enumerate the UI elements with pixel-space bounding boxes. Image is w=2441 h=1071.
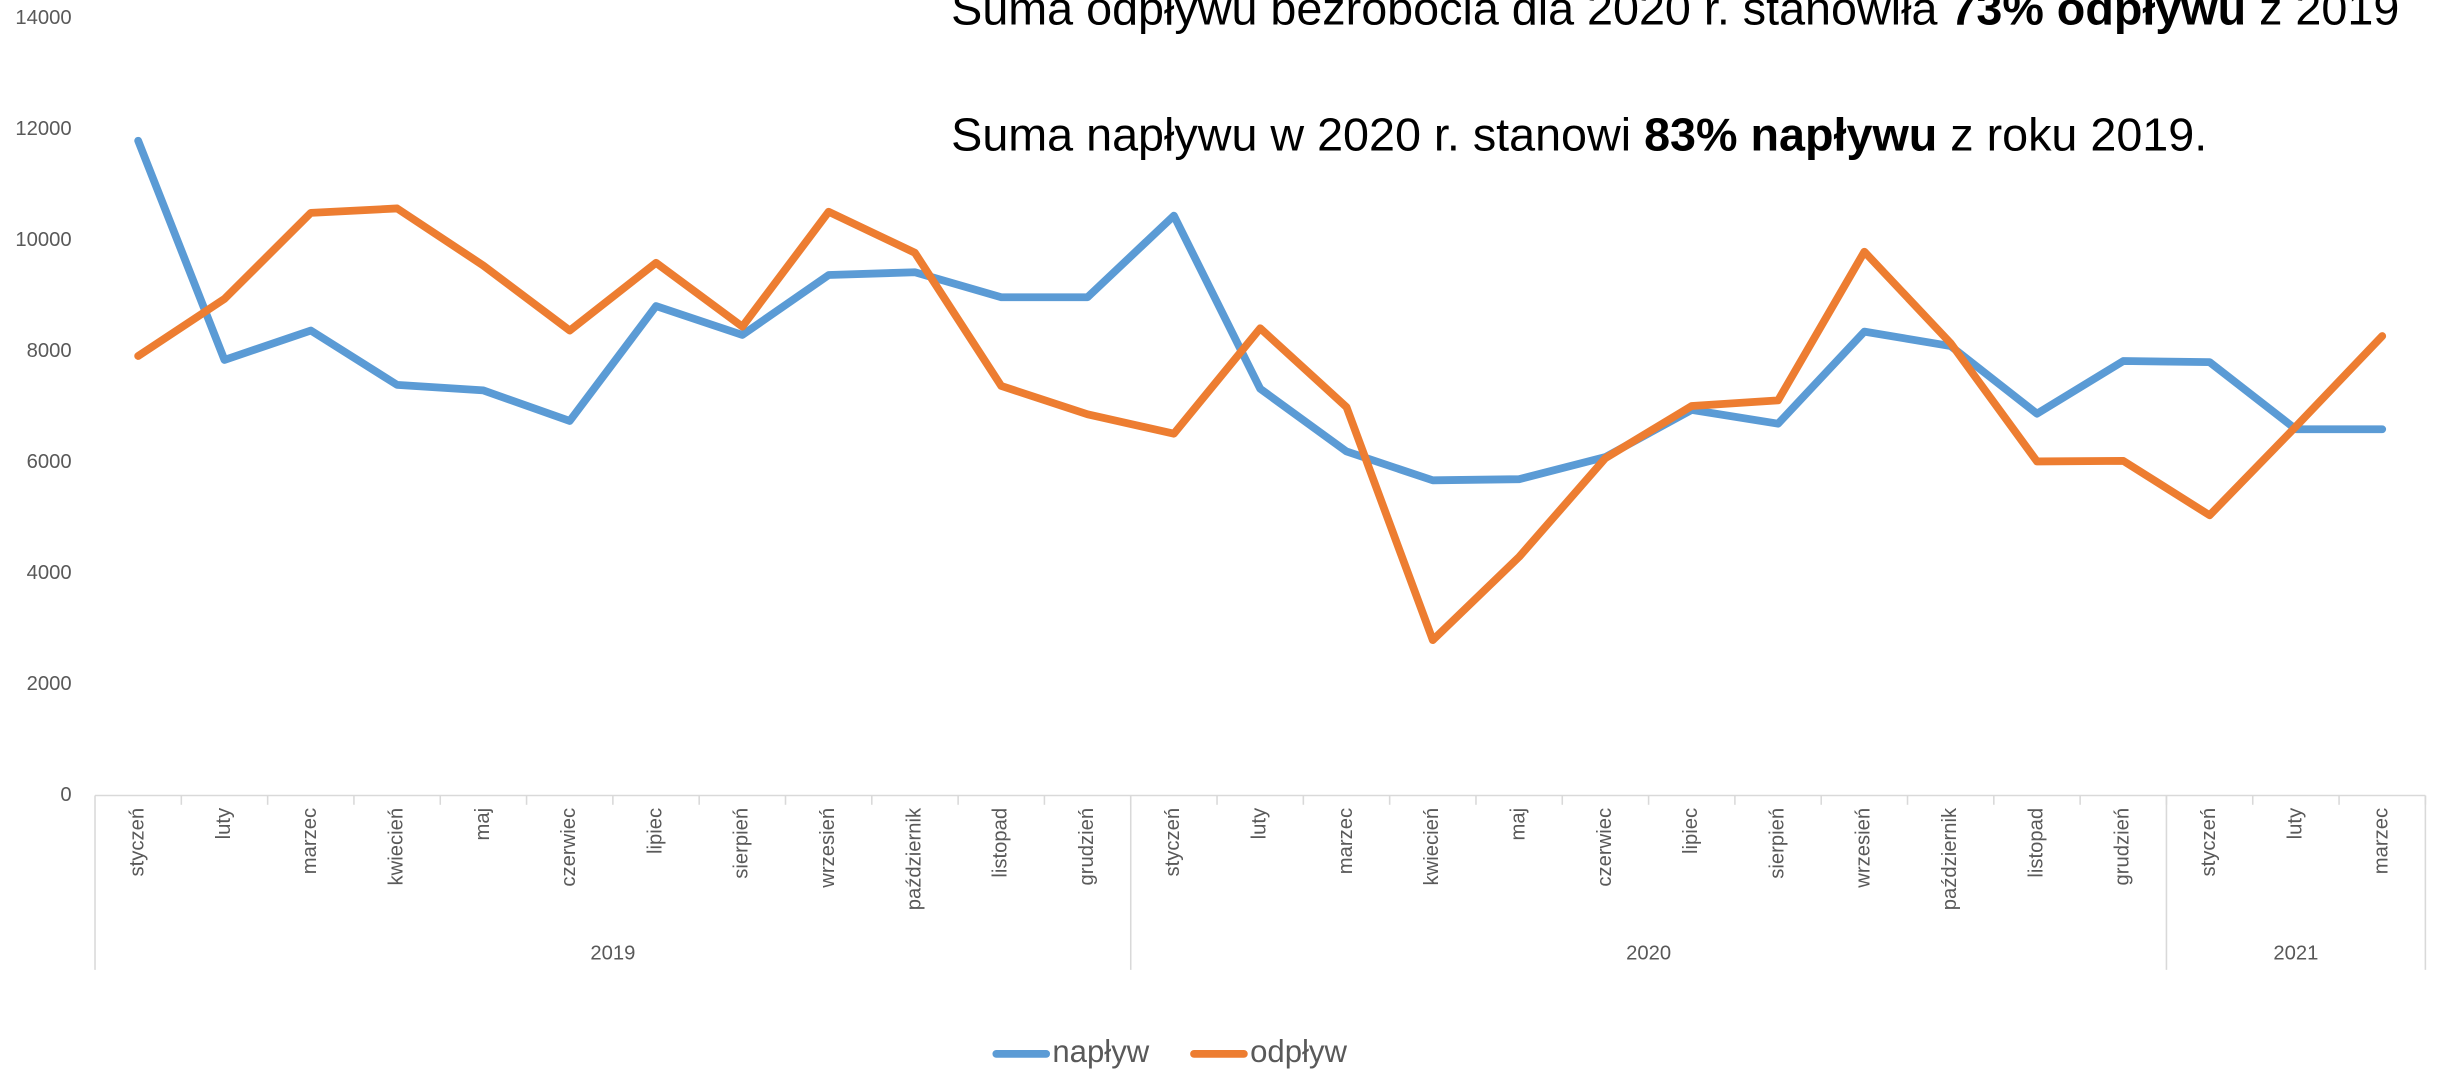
group-label: 2020	[1626, 943, 1671, 965]
x-tick-label: marzec	[1335, 808, 1357, 874]
x-tick-label: maj	[1507, 808, 1529, 841]
x-tick-label: kwiecień	[1421, 808, 1443, 886]
x-tick-label: październik	[903, 807, 925, 910]
group-label: 2021	[2273, 943, 2318, 965]
series-line	[134, 204, 2387, 645]
x-tick-label: grudzień	[2112, 808, 2134, 886]
y-tick-label: 0	[60, 784, 71, 806]
x-tick-label: marzec	[2371, 808, 2393, 874]
x-tick-label: kwiecień	[385, 808, 407, 886]
x-tick-label: lipiec	[1680, 808, 1702, 854]
annotation: Suma napływu w 2020 r. stanowi 83% napły…	[951, 109, 2207, 161]
y-tick-label: 2000	[27, 673, 72, 695]
group-label: 2019	[590, 943, 635, 965]
annotation-part: Suma odpływu bezrobocia dla 2020 r. stan…	[951, 0, 1950, 35]
x-tick-label: sierpień	[1766, 808, 1788, 879]
annotation-part: z roku 2019.	[1937, 109, 2207, 161]
annotation-part: Suma napływu w 2020 r. stanowi	[951, 109, 1644, 161]
y-tick-label: 10000	[15, 229, 71, 251]
x-tick-label: luty	[213, 807, 235, 839]
x-tick-label: styczeń	[1162, 808, 1184, 877]
x-tick-label: luty	[1249, 807, 1271, 839]
x-tick-label: październik	[1939, 807, 1961, 910]
x-tick-label: listopad	[2025, 808, 2047, 878]
y-tick-label: 4000	[27, 562, 72, 584]
legend-label: odpływ	[1250, 1034, 1347, 1069]
x-tick-label: wrzesień	[817, 808, 839, 889]
x-tick-label: lipiec	[644, 808, 666, 854]
x-tick-label: styczeń	[2198, 808, 2220, 877]
y-tick-label: 14000	[15, 7, 71, 29]
x-tick-label: grudzień	[1076, 808, 1098, 886]
x-tick-label: czerwiec	[1594, 808, 1616, 887]
annotation-part: 73% odpływu	[1950, 0, 2246, 35]
x-tick-label: marzec	[299, 808, 321, 874]
legend-label: napływ	[1052, 1034, 1149, 1069]
x-tick-label: luty	[2284, 807, 2306, 839]
y-tick-label: 8000	[27, 340, 72, 362]
annotation-part: 83% napływu	[1644, 109, 1937, 161]
y-tick-label: 12000	[15, 118, 71, 140]
x-tick-label: wrzesień	[1853, 808, 1875, 889]
annotation-part: z 2019	[2246, 0, 2399, 35]
series-line	[134, 136, 2387, 485]
x-tick-label: listopad	[990, 808, 1012, 878]
x-tick-label: maj	[472, 808, 494, 841]
x-tick-label: styczeń	[127, 808, 149, 877]
annotation: Suma odpływu bezrobocia dla 2020 r. stan…	[951, 0, 2399, 35]
y-tick-label: 6000	[27, 451, 72, 473]
x-tick-label: sierpień	[731, 808, 753, 879]
x-tick-label: czerwiec	[558, 808, 580, 887]
